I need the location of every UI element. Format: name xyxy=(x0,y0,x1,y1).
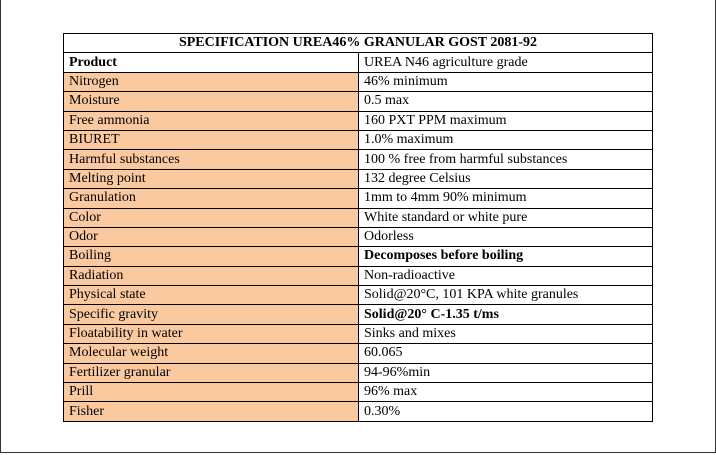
spec-row: Physical state Solid@20°C, 101 KPA white … xyxy=(63,285,653,306)
spec-key: Fertilizer granular xyxy=(63,362,359,384)
header-row: Product UREA N46 agriculture grade xyxy=(63,52,653,73)
spec-row: Melting point 132 degree Celsius xyxy=(63,168,653,190)
spec-value: 1mm to 4mm 90% minimum xyxy=(358,188,653,209)
spec-key: Odor xyxy=(63,226,359,248)
spec-value: 132 degree Celsius xyxy=(358,168,653,190)
spec-key: Color xyxy=(63,207,359,228)
spec-value: 96% max xyxy=(358,382,653,403)
spec-value: 160 PXT PPM maximum xyxy=(358,110,653,131)
spec-value: Non-radioactive xyxy=(358,265,653,287)
header-value: UREA N46 agriculture grade xyxy=(358,52,653,73)
spec-row: Granulation 1mm to 4mm 90% minimum xyxy=(63,188,653,209)
spec-row: Free ammonia 160 PXT PPM maximum xyxy=(63,110,653,131)
table-body: Product UREA N46 agriculture grade Nitroge… xyxy=(63,52,653,422)
spec-row: Radiation Non-radioactive xyxy=(63,265,653,287)
header-key: Product xyxy=(63,52,359,73)
spec-row: Color White standard or white pure xyxy=(63,207,653,228)
spec-key: Molecular weight xyxy=(63,343,359,364)
spec-key: BIURET xyxy=(63,129,359,151)
spec-row: Floatability in water Sinks and mixes xyxy=(63,323,653,345)
spec-key: Nitrogen xyxy=(63,71,359,93)
spec-value: Odorless xyxy=(358,226,653,248)
spec-key: Fisher xyxy=(63,401,359,422)
title-row: SPECIFICATION UREA46% GRANULAR GOST 2081… xyxy=(63,32,653,54)
spec-value: Solid@20°C, 101 KPA white granules xyxy=(358,285,653,306)
spec-value: Decomposes before boiling xyxy=(358,246,653,267)
spec-value: 0.5 max xyxy=(358,91,653,112)
spec-row: Boiling Decomposes before boiling xyxy=(63,246,653,267)
spec-key: Free ammonia xyxy=(63,110,359,131)
spec-value: 0.30% xyxy=(358,401,653,422)
spec-row: Specific gravity Solid@20° C-1.35 t/ms xyxy=(63,304,653,325)
spec-key: Melting point xyxy=(63,168,359,190)
spec-row: Molecular weight 60.065 xyxy=(63,343,653,364)
spec-key: Harmful substances xyxy=(63,149,359,170)
spec-value: 94-96%min xyxy=(358,362,653,384)
spec-row: Harmful substances 100 % free from harmfu… xyxy=(63,149,653,170)
spec-row: Fisher 0.30% xyxy=(63,401,653,422)
spec-row: Fertilizer granular 94-96%min xyxy=(63,362,653,384)
spec-table: SPECIFICATION UREA46% GRANULAR GOST 2081… xyxy=(63,32,653,422)
spec-value: 46% minimum xyxy=(358,71,653,93)
spec-key: Radiation xyxy=(63,265,359,287)
spec-row: Prill 96% max xyxy=(63,382,653,403)
spec-key: Floatability in water xyxy=(63,323,359,345)
spec-row: Odor Odorless xyxy=(63,226,653,248)
spec-key: Specific gravity xyxy=(63,304,359,325)
spec-key: Physical state xyxy=(63,285,359,306)
spec-key: Boiling xyxy=(63,246,359,267)
spec-value: 100 % free from harmful substances xyxy=(358,149,653,170)
spec-key: Granulation xyxy=(63,188,359,209)
spec-key: Moisture xyxy=(63,91,359,112)
spec-row: BIURET 1.0% maximum xyxy=(63,129,653,151)
spec-value: Sinks and mixes xyxy=(358,323,653,345)
spec-key: Prill xyxy=(63,382,359,403)
spec-value: Solid@20° C-1.35 t/ms xyxy=(358,304,653,325)
spec-value: 60.065 xyxy=(358,343,653,364)
spec-value: 1.0% maximum xyxy=(358,129,653,151)
spec-row: Moisture 0.5 max xyxy=(63,91,653,112)
spec-row: Nitrogen 46% minimum xyxy=(63,71,653,93)
table-title: SPECIFICATION UREA46% GRANULAR GOST 2081… xyxy=(63,32,653,54)
spec-value: White standard or white pure xyxy=(358,207,653,228)
